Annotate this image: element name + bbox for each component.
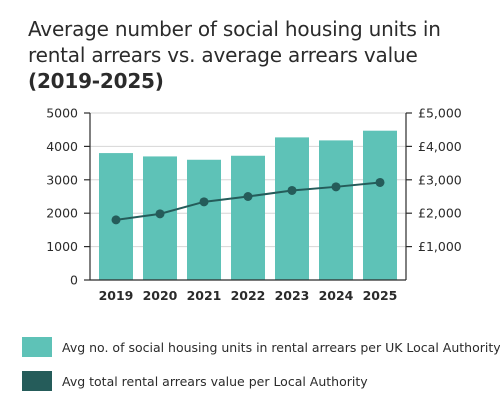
x-tick-label: 2023 <box>275 288 310 303</box>
line-point <box>199 197 209 207</box>
y-right-tick-label: £3,000 <box>418 172 462 187</box>
x-tick-label: 2020 <box>143 288 178 303</box>
line-point <box>155 209 165 219</box>
y-left-tick-label: 4000 <box>46 139 78 154</box>
legend-label-line: Avg total rental arrears value per Local… <box>62 373 368 389</box>
legend-swatch-bars <box>22 337 52 357</box>
chart-title: Average number of social housing units i… <box>28 16 488 94</box>
line-point <box>375 177 385 187</box>
bar <box>363 130 397 280</box>
bar <box>187 159 221 280</box>
y-left-tick-label: 0 <box>70 273 78 288</box>
legend-swatch-line <box>22 371 52 391</box>
y-left-tick-label: 5000 <box>46 106 78 121</box>
line-point <box>111 215 121 225</box>
y-right-tick-label: £5,000 <box>418 106 462 121</box>
line-point <box>331 182 341 192</box>
y-left-tick-label: 1000 <box>46 239 78 254</box>
line-point <box>243 192 253 201</box>
y-right-tick-label: £2,000 <box>418 206 462 221</box>
y-right-tick-label: £4,000 <box>418 139 462 154</box>
chart-title-years: (2019-2025) <box>28 69 164 93</box>
y-right-tick-label: £1,000 <box>418 239 462 254</box>
bar <box>275 137 309 280</box>
y-left-tick-label: 2000 <box>46 206 78 221</box>
x-tick-label: 2024 <box>319 288 354 303</box>
x-tick-label: 2025 <box>363 288 398 303</box>
x-tick-label: 2019 <box>99 288 134 303</box>
legend-item-line: Avg total rental arrears value per Local… <box>22 371 492 391</box>
bar <box>319 140 353 280</box>
x-tick-label: 2022 <box>231 288 266 303</box>
bar <box>231 155 265 280</box>
x-tick-label: 2021 <box>187 288 222 303</box>
chart-title-main: Average number of social housing units i… <box>28 17 441 67</box>
line-point <box>287 185 297 195</box>
y-left-tick-label: 3000 <box>46 172 78 187</box>
legend-item-bars: Avg no. of social housing units in renta… <box>22 337 500 357</box>
legend-label-bars: Avg no. of social housing units in renta… <box>62 339 500 355</box>
